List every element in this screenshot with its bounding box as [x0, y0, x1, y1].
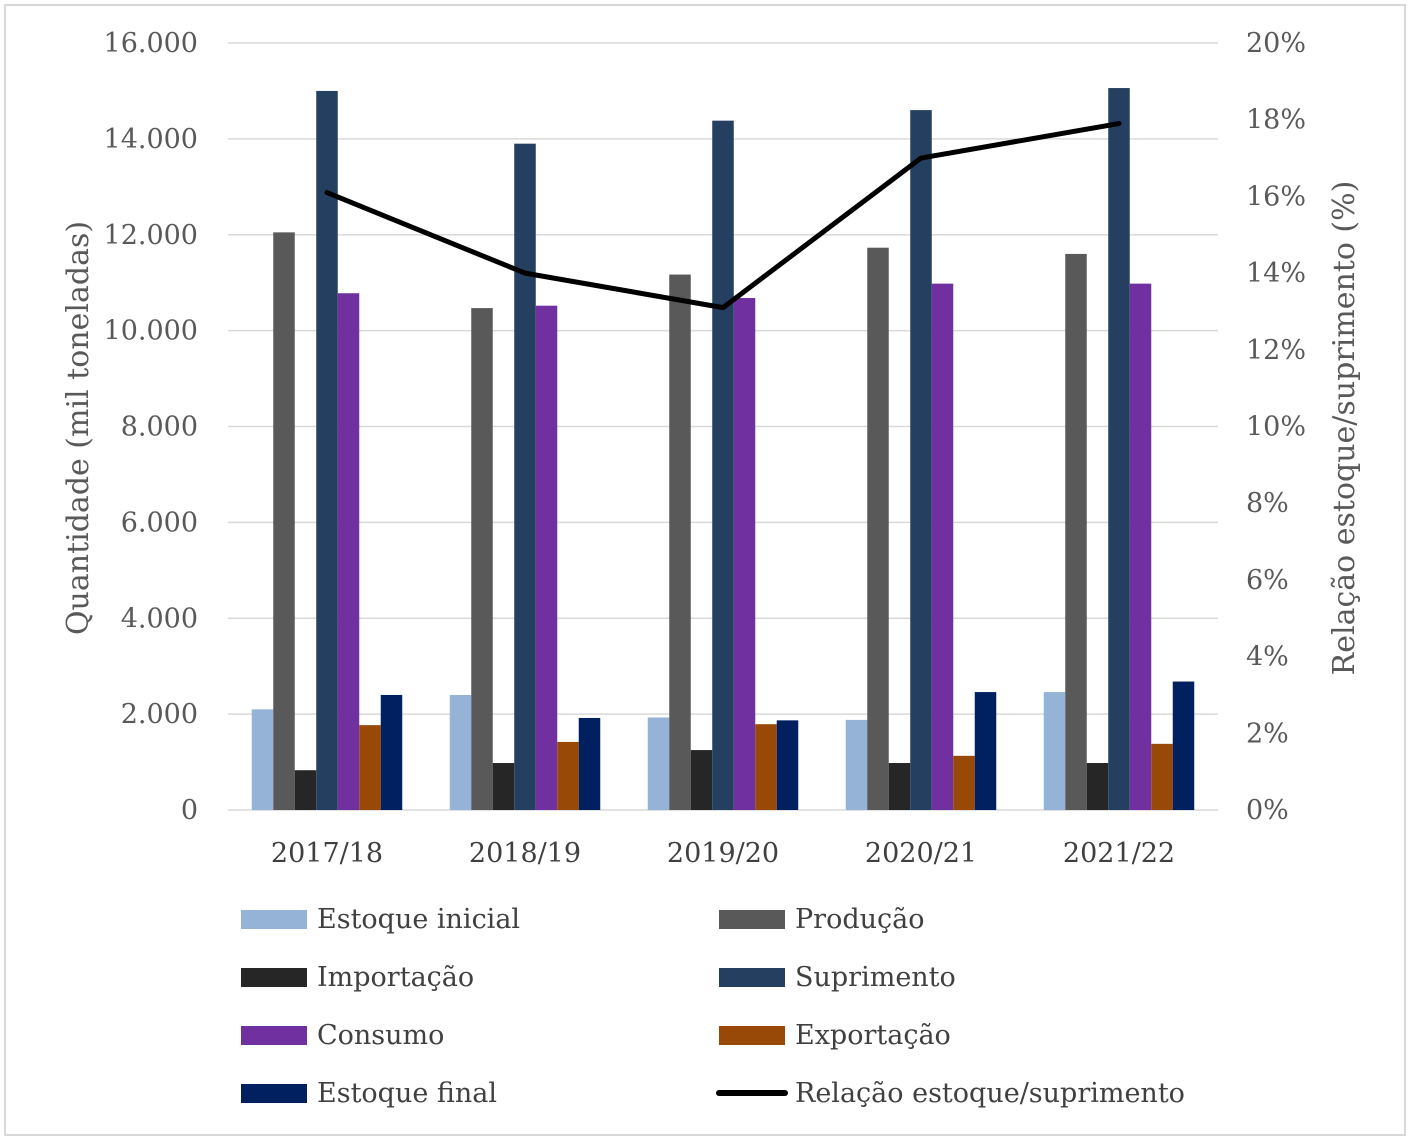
- y2-tick-label: 0%: [1246, 795, 1289, 826]
- bar: [910, 110, 932, 811]
- right-axis-title: Relação estoque/suprimento (%): [1327, 181, 1362, 676]
- bar: [557, 741, 579, 810]
- bar: [1108, 88, 1130, 810]
- legend: Estoque inicial Produção Importação Suprime…: [241, 904, 1185, 1109]
- bar: [1065, 253, 1087, 811]
- right-axis-ticks: 0% 2% 4% 6% 8% 10% 12% 14% 16% 18% 20%: [1246, 28, 1306, 826]
- y-tick-label: 14.000: [104, 124, 198, 155]
- bar: [535, 305, 558, 810]
- bar: [1043, 692, 1066, 810]
- bar: [1129, 283, 1152, 810]
- bar: [273, 232, 295, 810]
- bar: [449, 694, 472, 810]
- bar: [294, 770, 317, 810]
- y-tick-label: 2.000: [121, 699, 198, 730]
- bar: [733, 298, 756, 810]
- bar: [690, 750, 713, 810]
- legend-swatch: [719, 910, 785, 929]
- legend-label: Suprimento: [795, 962, 956, 993]
- y-tick-label: 0: [181, 795, 198, 826]
- bar: [514, 143, 536, 810]
- left-axis-ticks: 0 2.000 4.000 6.000 8.000 10.000 12.000 14.000 1…: [104, 28, 198, 826]
- legend-label: Produção: [795, 904, 924, 935]
- y2-tick-label: 14%: [1246, 258, 1306, 289]
- bar: [316, 90, 338, 810]
- left-axis-title: Quantidade (mil toneladas): [61, 221, 96, 635]
- y-tick-label: 8.000: [121, 412, 198, 443]
- y2-tick-label: 12%: [1246, 335, 1306, 366]
- bar: [471, 308, 493, 810]
- bar: [359, 725, 381, 810]
- bar: [578, 717, 601, 810]
- legend-swatch: [719, 1026, 785, 1045]
- bar: [380, 694, 403, 810]
- y2-tick-label: 8%: [1246, 488, 1289, 519]
- y-tick-label: 10.000: [104, 316, 198, 347]
- legend-swatch: [719, 968, 785, 987]
- bar-series-group: [251, 88, 1195, 811]
- bar: [1151, 743, 1173, 810]
- bar: [647, 717, 670, 810]
- y-tick-label: 12.000: [104, 220, 198, 251]
- legend-label: Importação: [317, 962, 474, 993]
- category-label: 2019/20: [667, 838, 779, 869]
- y2-tick-label: 4%: [1246, 642, 1289, 673]
- ratio-line: [324, 121, 1122, 311]
- y2-tick-label: 10%: [1246, 412, 1306, 443]
- bar: [492, 763, 515, 810]
- category-labels: 2017/18 2018/19 2019/20 2020/21 2021/22: [271, 838, 1175, 869]
- legend-swatch: [241, 968, 307, 987]
- ratio-line-group: [324, 121, 1122, 311]
- bar: [888, 763, 911, 810]
- category-label: 2020/21: [865, 838, 977, 869]
- legend-swatch: [241, 1026, 307, 1045]
- legend-swatch: [241, 910, 307, 929]
- bar: [1172, 681, 1195, 810]
- category-label: 2021/22: [1063, 838, 1175, 869]
- bar: [1086, 763, 1109, 810]
- chart-frame: [4, 4, 1406, 1136]
- bar: [669, 274, 691, 811]
- legend-label: Estoque inicial: [317, 904, 520, 935]
- legend-swatch: [241, 1084, 307, 1103]
- category-label: 2017/18: [271, 838, 383, 869]
- y2-tick-label: 6%: [1246, 565, 1289, 596]
- bar: [953, 755, 975, 810]
- bar: [712, 120, 734, 810]
- legend-label: Exportação: [795, 1020, 951, 1051]
- legend-label: Relação estoque/suprimento: [795, 1078, 1185, 1109]
- bar: [755, 724, 777, 810]
- y2-tick-label: 16%: [1246, 181, 1306, 212]
- y-tick-label: 4.000: [121, 603, 198, 634]
- legend-label: Estoque final: [317, 1078, 497, 1109]
- y2-tick-label: 18%: [1246, 105, 1306, 136]
- legend-label: Consumo: [317, 1020, 444, 1051]
- bar: [845, 719, 868, 810]
- bar: [337, 293, 360, 810]
- bar: [776, 720, 799, 810]
- bar: [931, 283, 954, 810]
- bar: [251, 709, 274, 810]
- category-label: 2018/19: [469, 838, 581, 869]
- y2-tick-label: 2%: [1246, 718, 1289, 749]
- bar: [867, 247, 889, 811]
- bar: [974, 692, 997, 810]
- y-tick-label: 16.000: [104, 28, 198, 59]
- y2-tick-label: 20%: [1246, 28, 1306, 59]
- y-tick-label: 6.000: [121, 507, 198, 538]
